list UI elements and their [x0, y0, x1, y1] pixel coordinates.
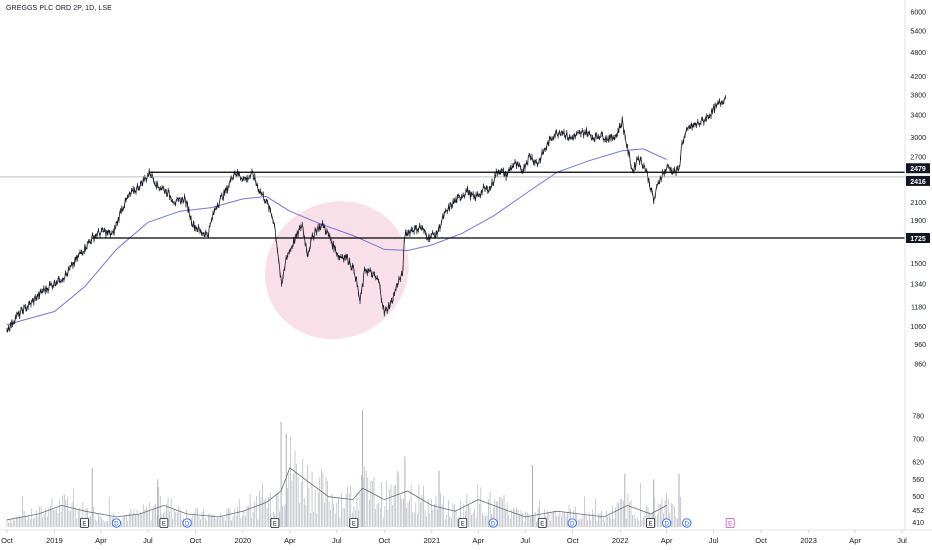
volume-tick-label: 452	[912, 508, 924, 515]
earnings-marker-label: E	[162, 521, 166, 527]
earnings-marker-label: E	[82, 521, 86, 527]
dividend-marker[interactable]	[111, 518, 122, 528]
time-tick-label: 2022	[612, 536, 629, 545]
earnings-marker[interactable]	[349, 518, 359, 528]
time-tick-label: Oct	[567, 536, 580, 545]
time-tick-label: Oct	[378, 536, 391, 545]
volume-tick-label: 560	[912, 477, 924, 484]
earnings-marker-label: E	[352, 521, 356, 527]
chart-title: GREGGS PLC ORD 2P, 1D, LSE	[6, 5, 112, 12]
dividend-marker-label: D	[114, 521, 119, 527]
price-tick-label: 1500	[910, 261, 926, 268]
volume-average-line	[6, 467, 667, 521]
dividend-marker-label: D	[491, 521, 496, 527]
earnings-marker[interactable]	[646, 518, 656, 528]
time-tick-label: Apr	[95, 536, 107, 545]
earnings-marker[interactable]	[80, 518, 89, 528]
dividend-marker[interactable]	[182, 518, 192, 528]
horizontal-levels-layer[interactable]	[0, 171, 905, 239]
price-tick-label: 3400	[910, 112, 926, 119]
time-tick-label: 2020	[235, 536, 252, 545]
highlight-ellipse	[264, 201, 409, 340]
earnings-marker-label: E	[273, 521, 277, 527]
time-tick-label: Apr	[849, 536, 861, 545]
price-tick-label: 3800	[910, 92, 926, 99]
highlight-layer	[264, 201, 409, 340]
price-tick-label: 3000	[910, 135, 926, 142]
time-tick-label: Jul	[520, 536, 530, 545]
price-tick-label: 4800	[910, 50, 926, 57]
price-tick-label: 1060	[910, 324, 926, 331]
price-tick-label: 4200	[910, 74, 926, 81]
dividend-marker-label: D	[185, 521, 190, 527]
time-tick-label: 2023	[800, 536, 817, 545]
dividend-marker-label: D	[664, 521, 669, 527]
level-badge-text: 2416	[910, 179, 926, 186]
earnings-marker[interactable]	[458, 518, 468, 528]
earnings-marker-label: E	[540, 521, 544, 527]
dividend-marker[interactable]	[567, 518, 577, 528]
price-tick-label: 2700	[910, 154, 926, 161]
price-tick-label: 2100	[910, 200, 926, 207]
time-tick-label: 2019	[46, 536, 63, 545]
time-tick-label: Oct	[1, 536, 14, 545]
price-tick-label: 860	[914, 362, 926, 369]
earnings-marker[interactable]	[270, 518, 280, 528]
price-tick-label: 6000	[910, 9, 926, 16]
time-tick-label: Oct	[190, 536, 203, 545]
dividend-marker[interactable]	[661, 518, 672, 528]
moving-average-layer	[6, 148, 667, 326]
earnings-marker-label: E	[649, 521, 653, 527]
volume-tick-label: 410	[912, 520, 924, 527]
dividend-marker[interactable]	[682, 518, 692, 528]
earnings-marker[interactable]	[725, 518, 735, 528]
level-badge-text: 2479	[910, 166, 926, 173]
time-tick-label: Apr	[661, 536, 673, 545]
time-tick-label: Jul	[709, 536, 719, 545]
earnings-marker[interactable]	[159, 518, 169, 528]
level-badge-text: 1725	[910, 236, 926, 243]
time-tick-label: Jul	[143, 536, 153, 545]
time-tick-label: Apr	[472, 536, 484, 545]
moving-average-line	[6, 148, 667, 326]
dividend-marker-label: D	[685, 521, 690, 527]
time-tick-label: Jul	[332, 536, 342, 545]
price-tick-label: 960	[914, 342, 926, 349]
earnings-marker-label: E	[728, 521, 732, 527]
volume-tick-label: 620	[912, 460, 924, 467]
time-tick-label: Oct	[755, 536, 768, 545]
price-tick-label: 1180	[911, 304, 926, 311]
level-badge-1725	[906, 233, 930, 244]
earnings-marker-label: E	[461, 521, 465, 527]
volume-tick-label: 500	[912, 494, 924, 501]
dividend-marker-label: D	[570, 521, 575, 527]
price-series-layer	[6, 95, 727, 334]
time-tick-label: Apr	[284, 536, 296, 545]
time-tick-label: Jul	[897, 536, 907, 545]
time-tick-label: 2021	[423, 536, 440, 545]
volume-tick-label: 780	[912, 414, 924, 421]
price-tick-label: 5400	[910, 29, 926, 36]
volume-tick-label: 700	[912, 437, 924, 444]
dividend-marker[interactable]	[488, 518, 498, 528]
price-tick-label: 1900	[910, 218, 926, 225]
earnings-marker[interactable]	[537, 518, 547, 528]
price-tick-label: 1340	[910, 281, 926, 288]
level-badge-2479	[906, 163, 930, 174]
volume-pane	[6, 410, 681, 527]
level-badge-2416	[906, 175, 930, 186]
